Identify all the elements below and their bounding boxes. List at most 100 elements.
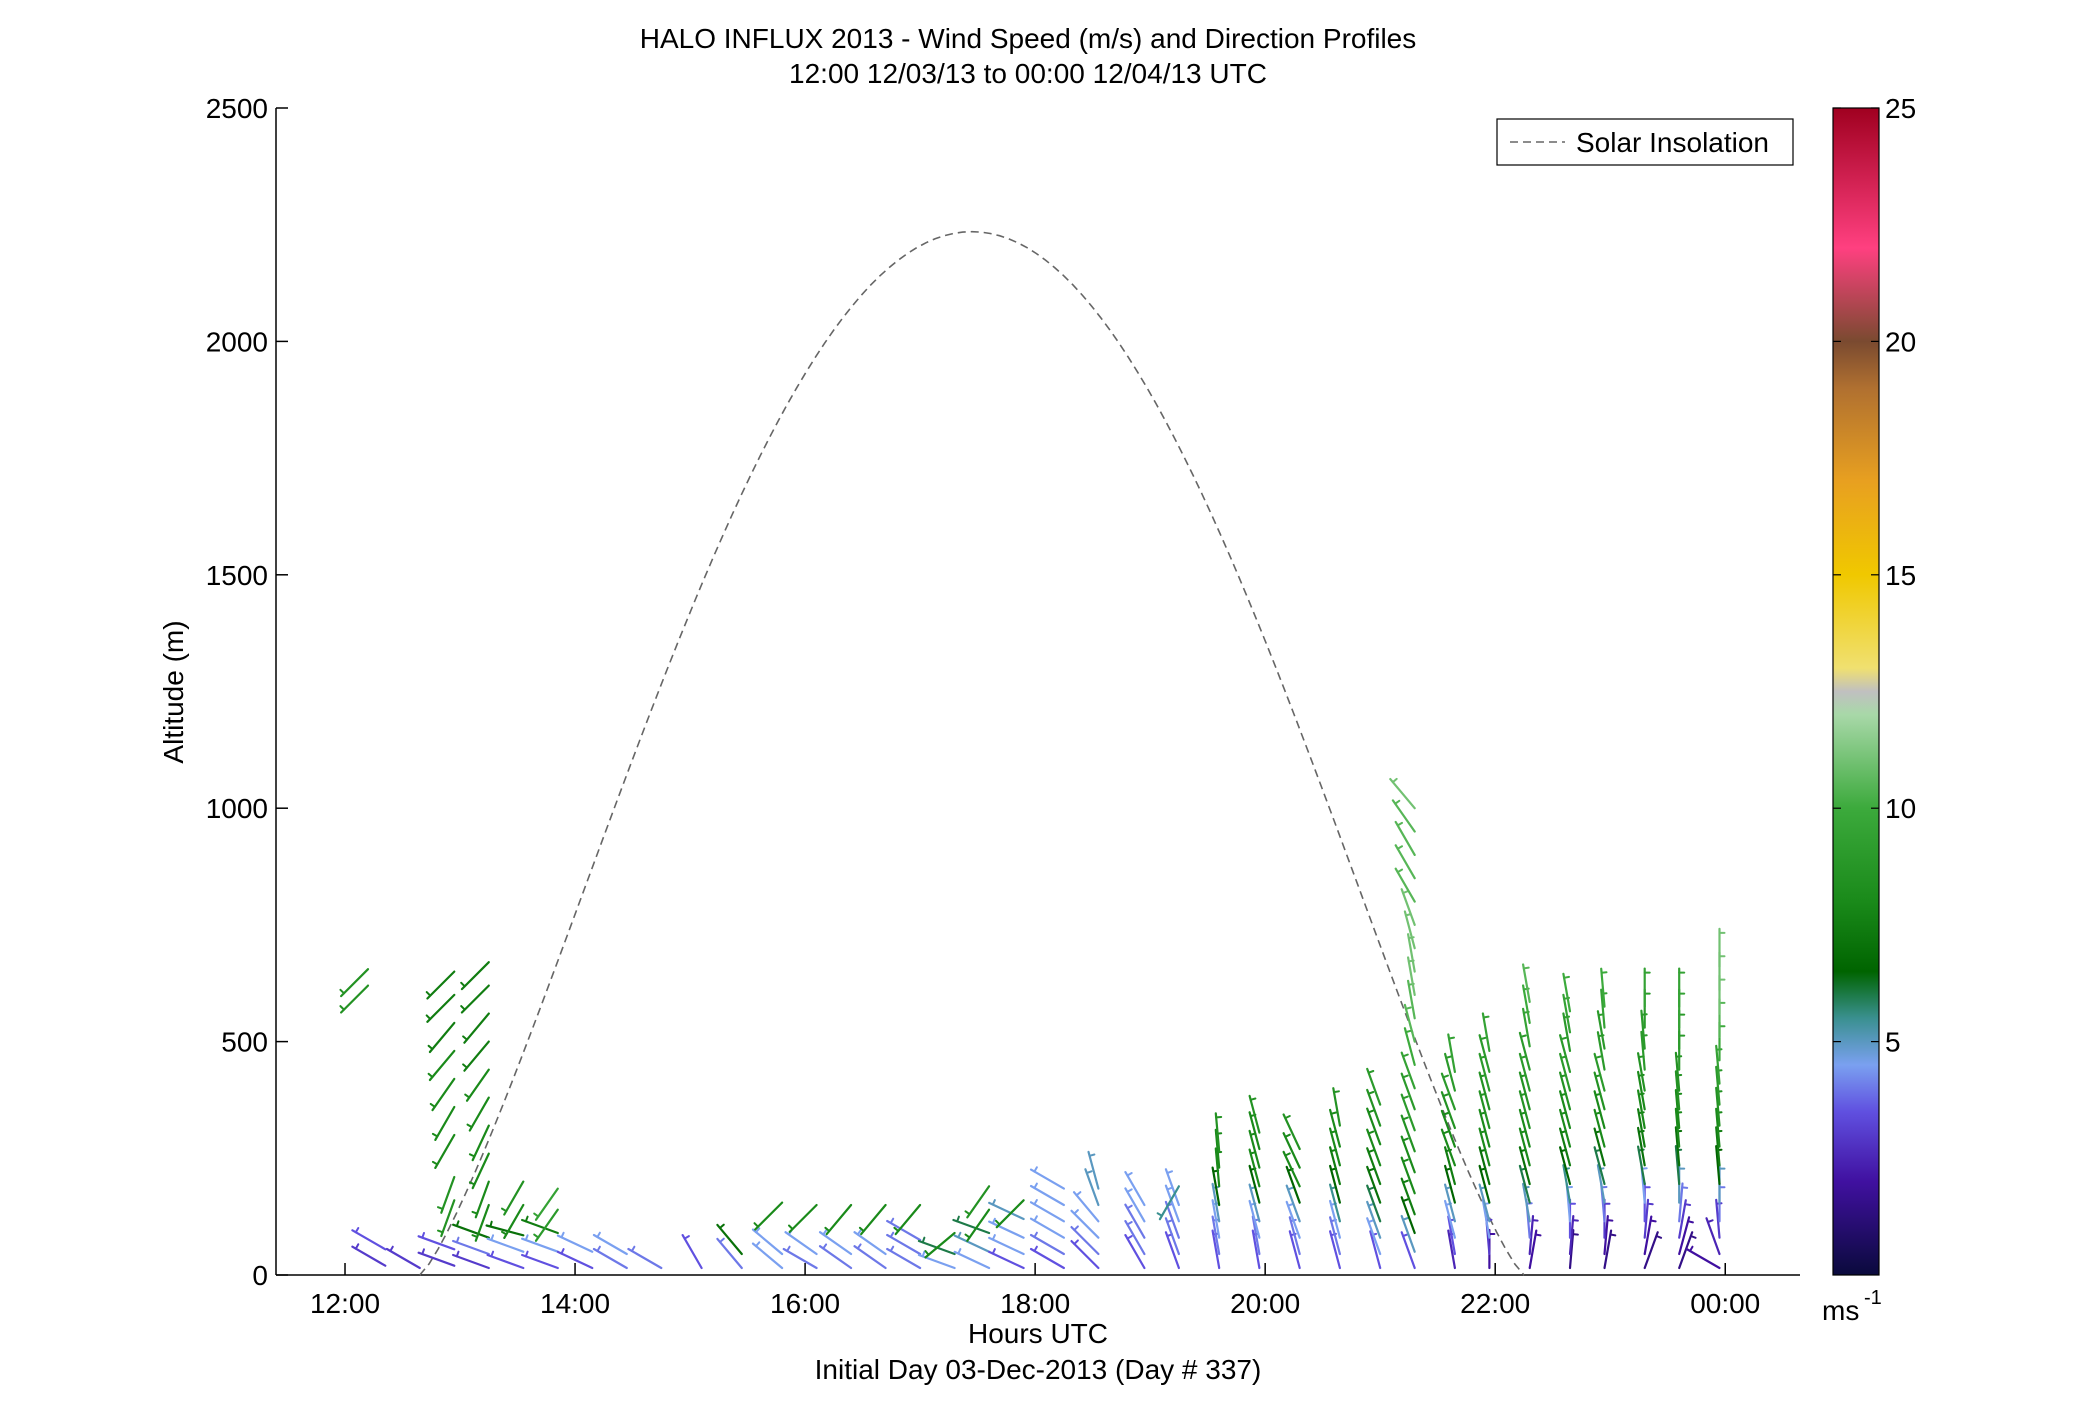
wind-barb <box>1285 1184 1301 1223</box>
barb-staff <box>1164 1184 1181 1223</box>
barb-staff <box>988 1201 1025 1221</box>
wind-barb <box>1164 1168 1181 1207</box>
barb-flag <box>1367 1070 1375 1074</box>
wind-barb <box>1328 1127 1342 1167</box>
barb-staff <box>1593 1090 1606 1130</box>
wind-barb <box>627 1245 663 1270</box>
wind-barb <box>1029 1215 1066 1239</box>
barb-staff <box>1518 1090 1531 1130</box>
wind-barb <box>1558 1108 1572 1148</box>
barb-flag <box>991 1217 996 1225</box>
wind-barb <box>1394 867 1416 903</box>
barb-staff <box>1593 1071 1606 1111</box>
barb-staff <box>1518 1108 1531 1148</box>
barb-staff <box>534 1208 559 1242</box>
barb-staff <box>1072 1191 1100 1223</box>
barb-staff <box>1521 963 1531 1004</box>
wind-barb <box>818 1243 853 1270</box>
wind-barb <box>501 1203 525 1240</box>
barb-staff <box>486 1237 525 1253</box>
barb-flag <box>455 1220 460 1227</box>
barb-flag <box>1367 1219 1375 1223</box>
barb-staff <box>520 1237 559 1253</box>
barb-flag <box>490 1234 495 1241</box>
barb-staff <box>1558 1071 1572 1111</box>
wind-barb <box>924 1231 956 1259</box>
barb-flag <box>1396 845 1403 850</box>
barb-flag <box>354 1227 360 1234</box>
wind-barb <box>1440 1091 1457 1130</box>
barb-staff <box>1328 1183 1342 1223</box>
barb-flag <box>1571 1233 1579 1236</box>
barb-flag <box>429 1102 436 1108</box>
barb-staff <box>1248 1129 1261 1169</box>
barb-staff <box>1366 1088 1382 1127</box>
wind-barb <box>533 1208 559 1242</box>
barb-staff <box>1400 1196 1416 1235</box>
barb-staff <box>434 1105 456 1142</box>
barb-flag <box>437 1206 444 1210</box>
barb-staff <box>1211 1215 1221 1256</box>
barb-flag <box>462 1035 468 1041</box>
wind-barb <box>1366 1147 1382 1186</box>
y-tick-label: 500 <box>221 1027 268 1058</box>
barb-staff <box>1440 1091 1457 1130</box>
barb-flag <box>1033 1166 1038 1173</box>
barb-flag <box>462 1063 468 1069</box>
barb-staff <box>1600 967 1606 1008</box>
barb-staff <box>1366 1107 1382 1146</box>
barb-staff <box>1400 1051 1416 1090</box>
barb-staff <box>1248 1183 1261 1223</box>
wind-barb <box>1558 1127 1572 1167</box>
barb-flag <box>560 1248 565 1255</box>
barb-staff <box>853 1231 887 1256</box>
barb-flag <box>824 1226 831 1232</box>
barb-staff <box>966 1208 991 1242</box>
barb-flag <box>991 1199 996 1206</box>
barb-staff <box>1558 1127 1572 1167</box>
wind-barb <box>784 1229 818 1256</box>
wind-barb <box>592 1245 628 1270</box>
wind-barb <box>1643 967 1651 1008</box>
barb-staff <box>1593 1108 1606 1148</box>
solar-insolation-curve <box>419 230 1525 1276</box>
barb-flag <box>1402 1233 1409 1237</box>
wind-barb <box>1400 888 1416 927</box>
barb-staff <box>463 1040 490 1072</box>
wind-barb <box>417 1248 456 1267</box>
barb-flag <box>1402 1179 1409 1184</box>
barb-staff <box>1593 1127 1606 1167</box>
barb-staff <box>592 1233 628 1256</box>
barb-staff <box>340 968 370 998</box>
barb-staff <box>1558 1108 1572 1148</box>
barb-flag <box>1689 1245 1694 1252</box>
colorbar <box>1832 107 1880 1276</box>
wind-barb <box>1518 1127 1531 1167</box>
wind-barb <box>1403 1003 1416 1043</box>
barb-flag <box>1706 1219 1714 1223</box>
barb-flag <box>389 1245 394 1252</box>
wind-barb <box>533 1187 559 1221</box>
barb-staff <box>1640 1030 1646 1071</box>
barb-staff <box>1596 1010 1606 1050</box>
barb-staff <box>1328 1127 1342 1167</box>
barb-staff <box>1636 1145 1646 1186</box>
barb-staff <box>1211 1199 1221 1239</box>
barb-staff <box>503 1203 525 1240</box>
barb-flag <box>683 1235 690 1240</box>
wind-barb <box>1164 1184 1181 1223</box>
barb-flag <box>1560 1036 1567 1041</box>
barb-staff <box>1124 1233 1146 1270</box>
barb-flag <box>630 1245 636 1252</box>
barb-flag <box>489 1220 493 1228</box>
barb-staff <box>1029 1201 1066 1223</box>
barb-staff <box>1715 1144 1721 1186</box>
barb-staff <box>1328 1146 1342 1186</box>
barb-staff <box>1636 1108 1646 1148</box>
wind-barb <box>1084 1168 1100 1207</box>
barb-staff <box>1282 1132 1301 1169</box>
barb-flag <box>719 1237 725 1243</box>
barb-flag <box>1367 1130 1375 1135</box>
legend: Solar Insolation <box>1496 118 1794 166</box>
